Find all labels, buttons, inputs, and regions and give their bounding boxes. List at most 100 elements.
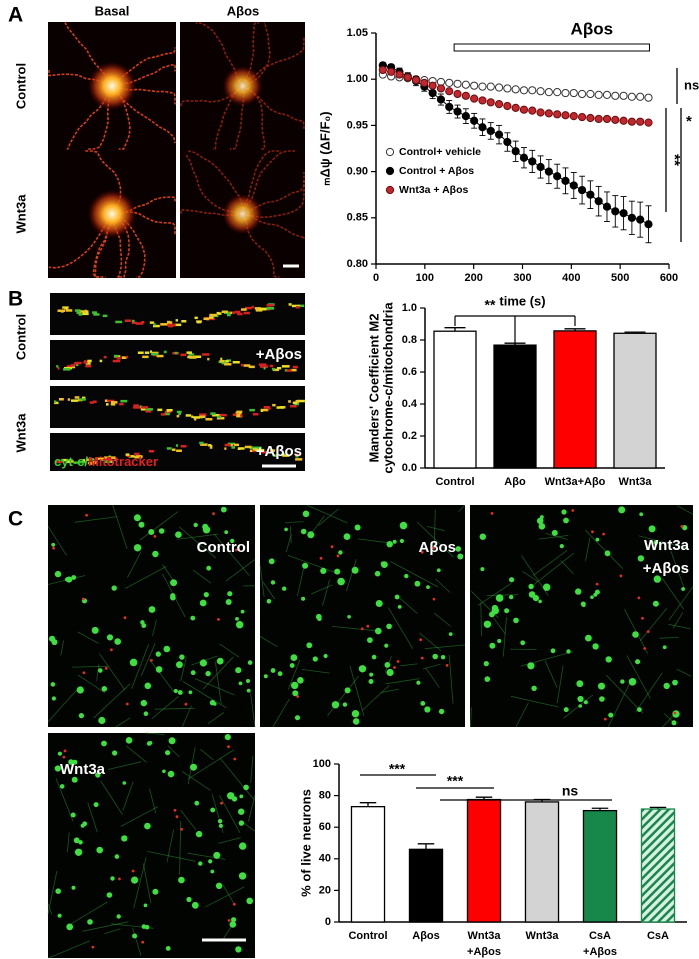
mito-signal [269, 364, 274, 368]
neurite [87, 802, 98, 833]
live-cell [509, 594, 514, 600]
live-cell [386, 623, 392, 630]
treatment-span [453, 43, 650, 52]
live-cell [538, 523, 546, 530]
neurite [659, 637, 679, 639]
live-cell [578, 704, 582, 708]
data-point [486, 126, 495, 136]
data-point [470, 81, 479, 90]
neurite [219, 795, 241, 833]
live-cell [531, 685, 537, 691]
neurite [532, 550, 568, 576]
dead-cell [227, 745, 231, 749]
mito-signal [216, 417, 225, 420]
neurite [127, 551, 142, 578]
data-point [594, 114, 603, 124]
data-point [528, 157, 537, 166]
mito-signal [241, 308, 247, 311]
mito-signal [157, 408, 163, 412]
neurite [322, 579, 330, 606]
image-label: Wnt3a [644, 537, 690, 554]
live-cell [605, 656, 612, 663]
y-axis-label: cytochrome-c/mitochondria [380, 302, 395, 474]
mito-signal [107, 457, 112, 460]
neurite [152, 619, 157, 636]
mito-signal [186, 351, 192, 354]
mito-signal [133, 406, 141, 409]
annotation: ns [562, 783, 579, 799]
error-bar [417, 843, 435, 850]
dead-cell [52, 546, 55, 550]
neurite [448, 654, 454, 704]
mito-signal [95, 457, 100, 460]
neurite [126, 745, 147, 763]
live-cell [122, 781, 127, 785]
data-point [553, 110, 562, 119]
data-point [461, 91, 470, 100]
live-cell [71, 575, 77, 580]
neurite [47, 903, 53, 915]
live-cell [284, 527, 288, 532]
data-point [461, 80, 470, 89]
mito-signal [54, 400, 57, 403]
mito-signal [120, 399, 128, 403]
live-cell [235, 617, 239, 621]
y-tick-label: 1.05 [347, 27, 368, 39]
data-point [636, 215, 645, 224]
neurite [400, 663, 418, 667]
live-cell [146, 741, 152, 746]
mito-signal [139, 405, 142, 408]
data-point [453, 107, 462, 116]
data-point [470, 94, 479, 103]
live-cell [595, 537, 600, 542]
mito-signal [176, 410, 182, 414]
x-tick-label: 500 [611, 272, 629, 284]
live-cell [93, 802, 99, 808]
live-cell [455, 546, 462, 552]
mito-signal [85, 362, 91, 365]
live-cell [186, 896, 192, 903]
row-label: Control [13, 314, 28, 360]
mito-signal [153, 324, 160, 328]
live-cell [551, 529, 558, 536]
dead-cell [420, 550, 424, 554]
live-cell [337, 577, 345, 586]
mito-signal [260, 409, 263, 412]
data-point [378, 65, 387, 75]
live-cell [599, 696, 605, 702]
bar [553, 330, 597, 469]
live-cell [536, 517, 544, 525]
live-cell [289, 663, 295, 668]
neurite [93, 683, 131, 719]
live-cell [550, 648, 556, 654]
legend-marker [385, 166, 395, 176]
x-tick-label: Control [435, 476, 474, 488]
live-cell [342, 702, 348, 707]
live-cell [101, 686, 108, 692]
x-tick-label: 400 [562, 272, 580, 284]
live-cell [520, 640, 526, 646]
mito-signal [235, 412, 242, 415]
mito-signal [224, 447, 227, 450]
dead-cell [217, 618, 220, 621]
neurite [346, 559, 357, 592]
mito-signal [194, 418, 197, 421]
live-cell [381, 561, 388, 568]
data-point [577, 89, 587, 99]
neurite [477, 582, 512, 606]
data-point [619, 91, 628, 100]
live-cell [277, 671, 283, 677]
mito-signal [210, 412, 216, 415]
neurite [250, 755, 254, 783]
data-point [528, 106, 537, 115]
mito-signal [132, 319, 135, 323]
x-tick-label: Aβos [412, 930, 440, 942]
live-cell [110, 876, 115, 881]
live-cell [129, 658, 138, 667]
neurite [301, 669, 330, 674]
live-cell [210, 807, 216, 813]
mito-signal [133, 404, 139, 407]
mito-signal [260, 365, 269, 368]
live-cell [193, 522, 198, 528]
